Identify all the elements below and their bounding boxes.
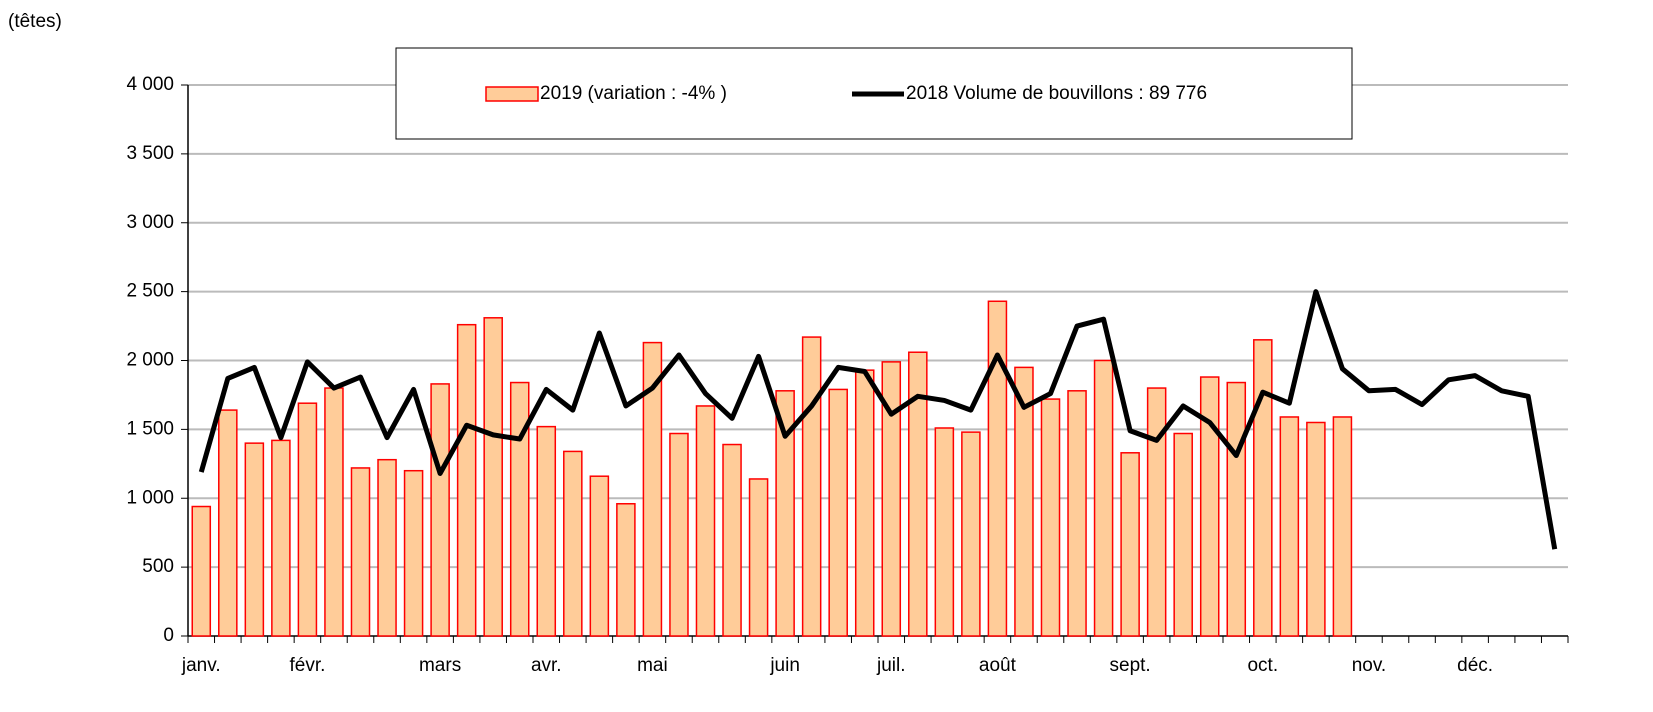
bar <box>403 469 424 637</box>
bar <box>1067 390 1087 637</box>
bar <box>456 323 477 637</box>
x-tick-label: août <box>979 655 1017 676</box>
bar <box>1332 416 1353 637</box>
y-tick-label: 0 <box>163 625 174 646</box>
bar <box>775 390 795 637</box>
x-tick-label: oct. <box>1247 655 1278 676</box>
bar <box>218 409 238 637</box>
bar <box>324 387 344 637</box>
x-tick-label: sept. <box>1110 655 1151 676</box>
bar <box>536 425 557 637</box>
bar <box>854 369 875 637</box>
x-tick-label: juin <box>769 655 800 676</box>
bar <box>297 402 318 637</box>
bar <box>961 431 981 637</box>
bar <box>244 442 265 637</box>
x-tick-label: avr. <box>531 655 562 676</box>
x-tick-label: nov. <box>1352 655 1387 676</box>
y-tick-label: 2 000 <box>126 350 174 371</box>
legend-swatch <box>485 86 539 102</box>
unit-label: (têtes) <box>8 11 62 32</box>
bar <box>1199 376 1220 637</box>
bar <box>748 478 769 637</box>
bar <box>828 388 848 637</box>
y-tick-label: 1 000 <box>126 487 174 508</box>
x-tick-label: juil. <box>876 655 906 676</box>
y-tick-label: 3 000 <box>126 212 174 233</box>
y-tick-label: 500 <box>142 556 174 577</box>
x-tick-label: mars <box>419 655 461 676</box>
bar <box>430 383 450 637</box>
bar <box>1173 432 1193 637</box>
bar <box>642 341 663 637</box>
bar <box>616 503 636 637</box>
bar <box>1306 421 1326 637</box>
bar <box>191 505 212 637</box>
line <box>198 289 1558 550</box>
bar <box>1120 452 1140 637</box>
legend-box <box>395 47 1353 140</box>
bar <box>589 475 610 637</box>
bar <box>377 458 397 637</box>
legend-label: 2019 (variation : -4% ) <box>540 83 727 104</box>
bar <box>1279 416 1300 637</box>
x-tick-label: janv. <box>181 655 221 676</box>
bar <box>1014 366 1034 637</box>
bar <box>483 317 503 637</box>
bar <box>695 405 716 637</box>
bar <box>1146 387 1167 637</box>
y-tick-label: 2 500 <box>126 281 174 302</box>
bar <box>881 361 902 637</box>
y-tick-label: 4 000 <box>126 74 174 95</box>
y-tick-label: 3 500 <box>126 143 174 164</box>
bar <box>350 467 371 637</box>
bar <box>934 427 955 637</box>
x-tick-label: févr. <box>289 655 325 676</box>
legend-label: 2018 Volume de bouvillons : 89 776 <box>906 83 1207 104</box>
bar <box>1253 339 1273 637</box>
bar <box>908 351 928 637</box>
bar <box>271 439 291 637</box>
bar <box>1040 398 1061 637</box>
x-tick-label: mai <box>637 655 668 676</box>
bar <box>563 450 583 637</box>
bar <box>1093 359 1114 637</box>
bar <box>509 381 530 637</box>
x-tick-label: déc. <box>1457 655 1493 676</box>
y-tick-label: 1 500 <box>126 418 174 439</box>
bar <box>722 443 742 637</box>
bar <box>1226 381 1247 637</box>
bar <box>669 432 689 637</box>
bar <box>801 336 822 637</box>
bar <box>987 300 1008 637</box>
